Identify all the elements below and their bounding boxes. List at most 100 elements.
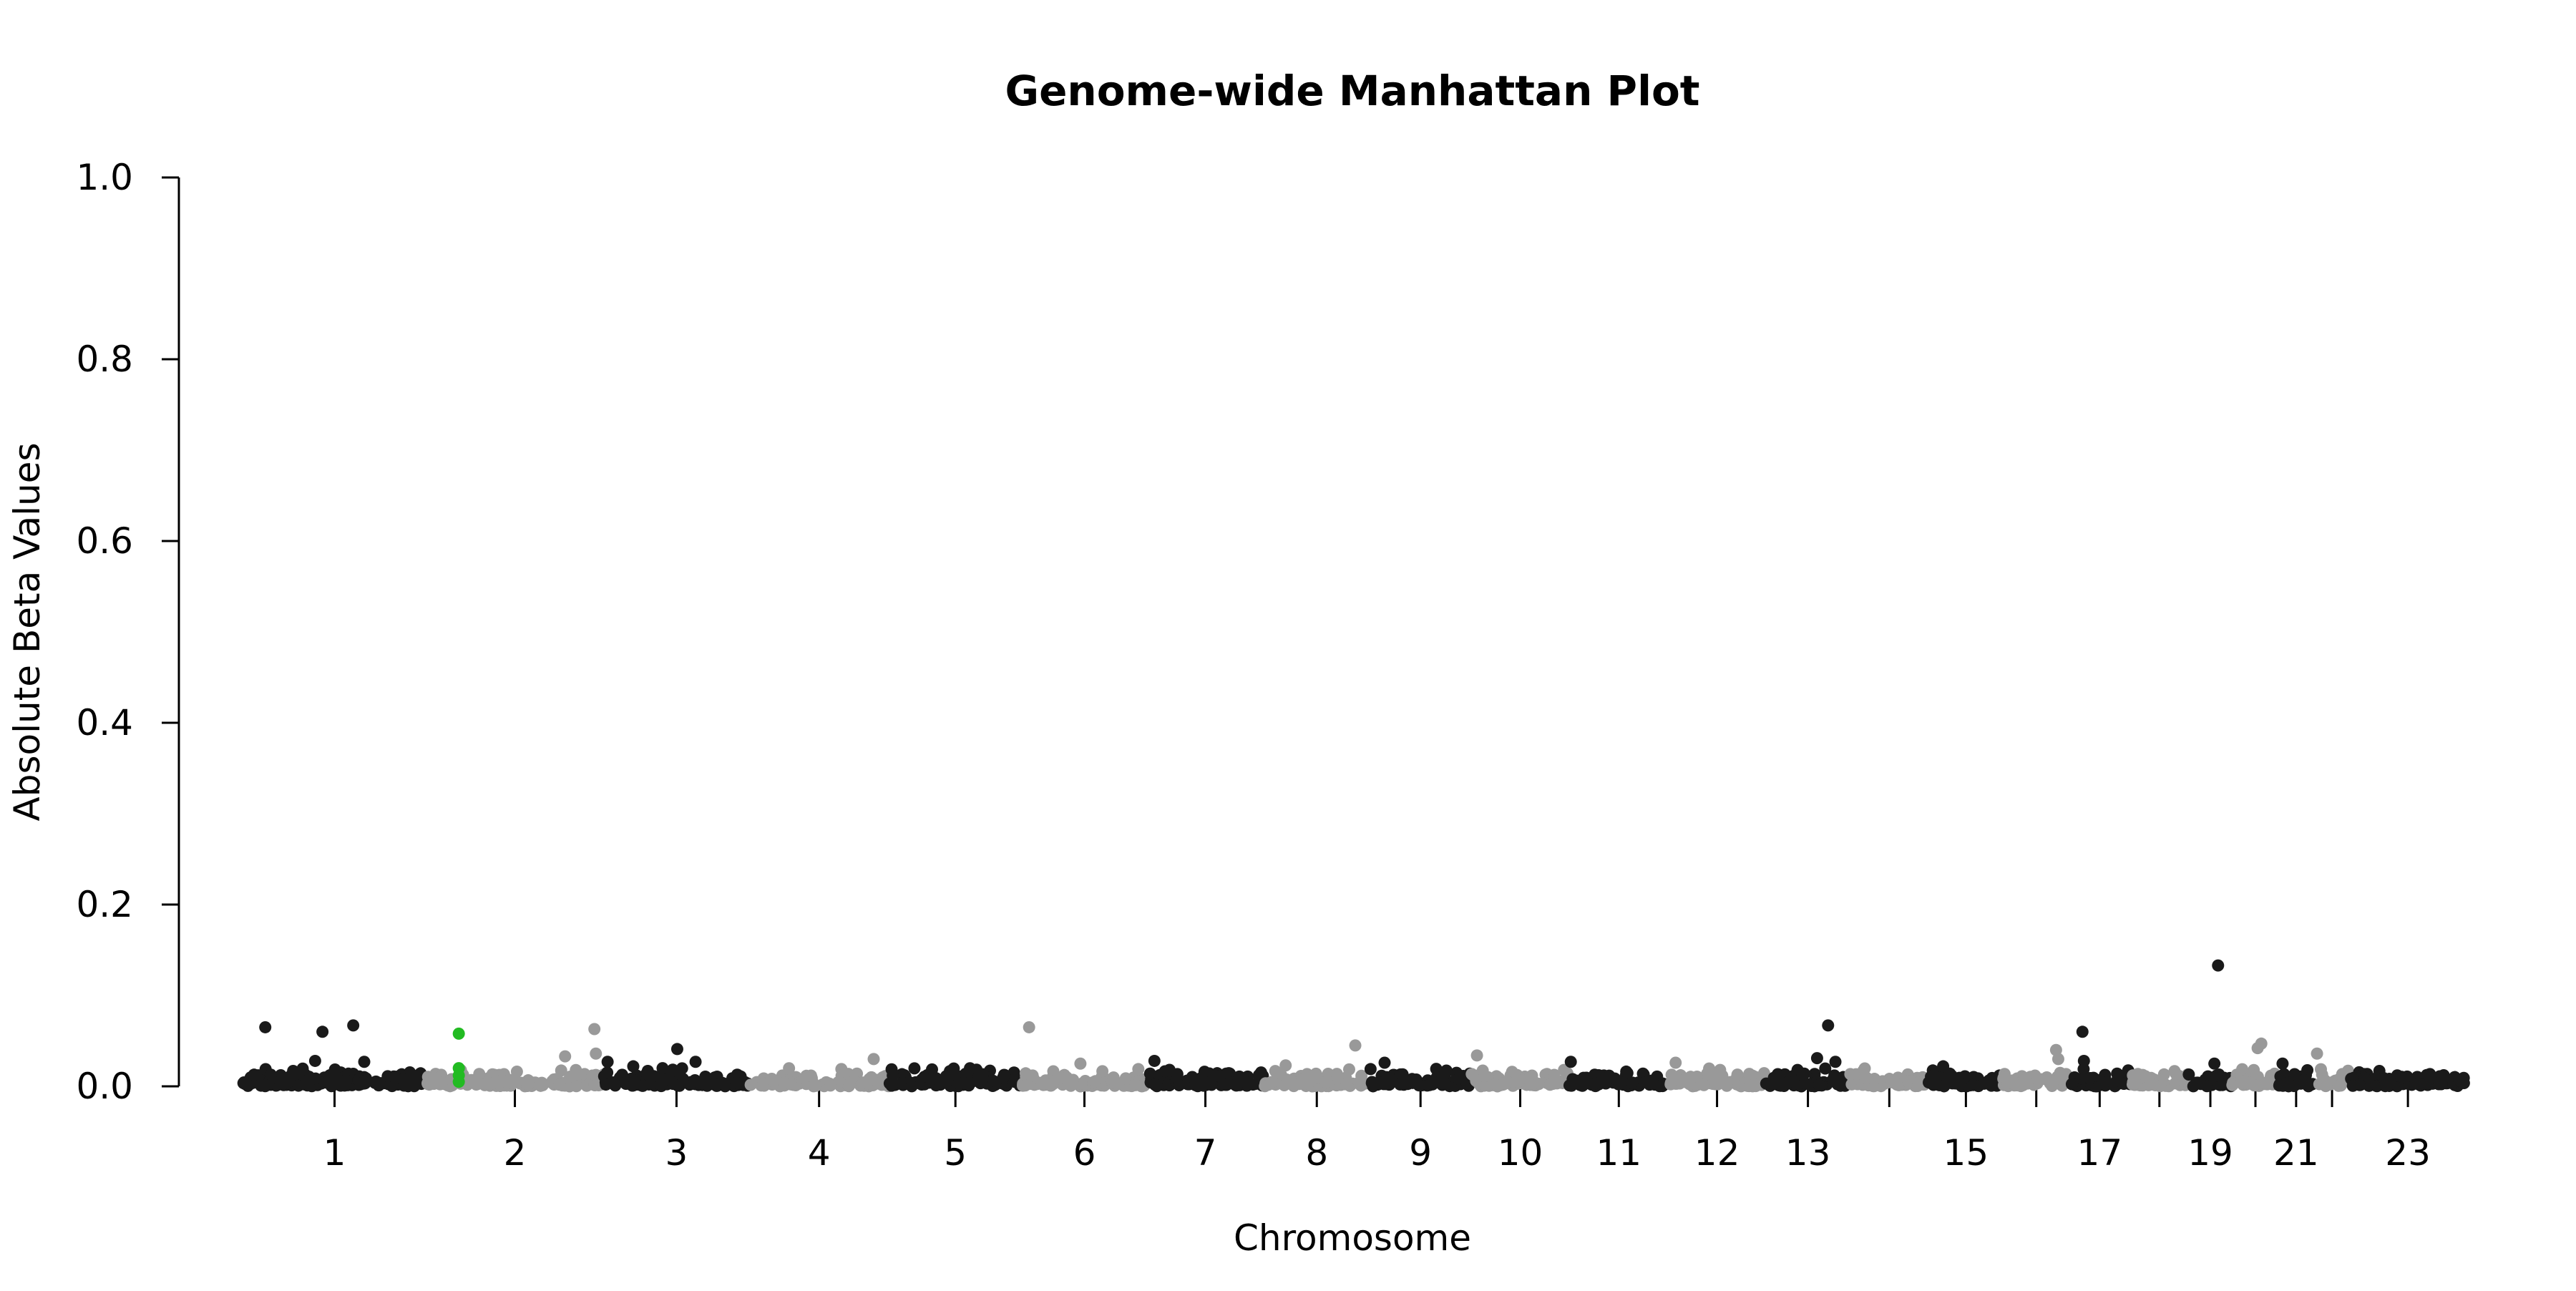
data-point — [1760, 1077, 1772, 1090]
peak-point — [316, 1026, 329, 1038]
data-point — [1019, 1067, 1032, 1080]
peak-point — [1669, 1056, 1682, 1069]
x-tick-label: 10 — [1498, 1132, 1543, 1174]
data-point — [486, 1068, 499, 1081]
data-point — [1233, 1070, 1246, 1083]
data-point — [340, 1074, 353, 1087]
data-point — [553, 1078, 566, 1091]
data-point — [521, 1078, 534, 1091]
data-point — [1954, 1078, 1967, 1091]
x-tick-label: 2 — [504, 1132, 527, 1174]
data-point — [1501, 1076, 1514, 1088]
data-point — [1743, 1068, 1756, 1081]
peak-point — [1279, 1059, 1292, 1072]
data-point — [255, 1079, 268, 1092]
peak-point — [1349, 1039, 1362, 1052]
data-point — [924, 1073, 937, 1086]
data-point — [2293, 1076, 2306, 1089]
data-point — [873, 1076, 886, 1089]
data-point — [1340, 1078, 1353, 1091]
data-point — [2457, 1077, 2470, 1090]
data-point — [1397, 1077, 1410, 1090]
data-point — [1985, 1079, 1998, 1092]
peak-point — [1074, 1057, 1087, 1070]
data-point — [987, 1074, 1000, 1087]
y-axis-label: Absolute Beta Values — [6, 443, 48, 822]
x-tick-label: 8 — [1305, 1132, 1328, 1174]
data-point — [2065, 1078, 2078, 1091]
peak-point — [601, 1056, 614, 1068]
data-point — [905, 1080, 918, 1093]
peak-point — [627, 1060, 640, 1073]
data-point — [1096, 1065, 1109, 1078]
peak-point — [588, 1023, 601, 1036]
peak-point — [1564, 1056, 1577, 1068]
peak-point — [867, 1053, 880, 1066]
peak-point — [308, 1054, 321, 1067]
data-point — [292, 1079, 305, 1092]
data-point — [1524, 1078, 1537, 1091]
data-point — [2046, 1078, 2059, 1091]
data-point — [369, 1076, 381, 1089]
y-tick-label: 0.2 — [76, 884, 133, 925]
x-ticks: 1 2 3 4 5 6 7 8 9 10 11 12 13 15 17 19 21 23 — [323, 1086, 2431, 1174]
data-point — [1107, 1071, 1120, 1084]
x-tick-label: 13 — [1785, 1132, 1831, 1174]
x-tick-label: 11 — [1596, 1132, 1642, 1174]
data-point — [1186, 1071, 1199, 1083]
data-point — [248, 1068, 260, 1081]
data-point — [1364, 1063, 1377, 1076]
data-point — [2346, 1079, 2359, 1092]
data-point — [1626, 1076, 1639, 1089]
y-tick-label: 0.8 — [76, 338, 133, 380]
chart-title: Genome-wide Manhattan Plot — [1005, 67, 1699, 115]
data-point — [756, 1078, 769, 1091]
data-point — [824, 1079, 836, 1092]
peak-point — [259, 1020, 272, 1033]
y-tick-label: 0.4 — [76, 702, 133, 744]
data-point — [570, 1080, 582, 1093]
data-point — [1720, 1078, 1733, 1091]
data-point — [998, 1068, 1011, 1081]
data-point — [309, 1072, 322, 1085]
data-point — [564, 1071, 577, 1083]
peak-point — [2311, 1047, 2323, 1060]
data-point — [1319, 1076, 1332, 1088]
data-point — [421, 1077, 434, 1090]
peak-point — [1829, 1056, 1842, 1068]
data-point — [2314, 1063, 2327, 1076]
data-point — [688, 1074, 701, 1087]
data-point — [1436, 1077, 1449, 1090]
data-point — [1487, 1078, 1500, 1091]
data-point — [1813, 1078, 1825, 1091]
peak-point — [2276, 1057, 2289, 1070]
data-point — [1298, 1077, 1311, 1090]
data-point — [1062, 1077, 1075, 1090]
data-point — [1089, 1075, 1102, 1088]
data-point — [627, 1079, 640, 1092]
x-tick-label: 15 — [1943, 1132, 1989, 1174]
data-point — [975, 1076, 987, 1089]
x-tick-label: 12 — [1694, 1132, 1740, 1174]
data-point — [555, 1064, 567, 1077]
data-point — [857, 1076, 869, 1089]
data-point — [1376, 1076, 1389, 1089]
data-point — [1673, 1073, 1686, 1086]
data-point — [2084, 1071, 2097, 1084]
x-tick-label: 5 — [944, 1132, 967, 1174]
y-tick-label: 0.0 — [76, 1066, 133, 1107]
data-point — [2182, 1068, 2195, 1081]
data-point — [2412, 1078, 2425, 1091]
data-point — [1129, 1078, 1142, 1091]
x-tick-label: 6 — [1073, 1132, 1096, 1174]
peak-point — [1470, 1049, 1483, 1062]
data-point — [800, 1069, 813, 1082]
data-point — [608, 1078, 621, 1091]
data-point — [671, 1079, 684, 1092]
peak-point — [347, 1019, 360, 1032]
data-point — [647, 1070, 660, 1083]
data-point — [1844, 1068, 1857, 1081]
data-point — [2377, 1072, 2390, 1085]
highlighted-point — [452, 1076, 465, 1088]
peak-point — [2212, 959, 2225, 972]
